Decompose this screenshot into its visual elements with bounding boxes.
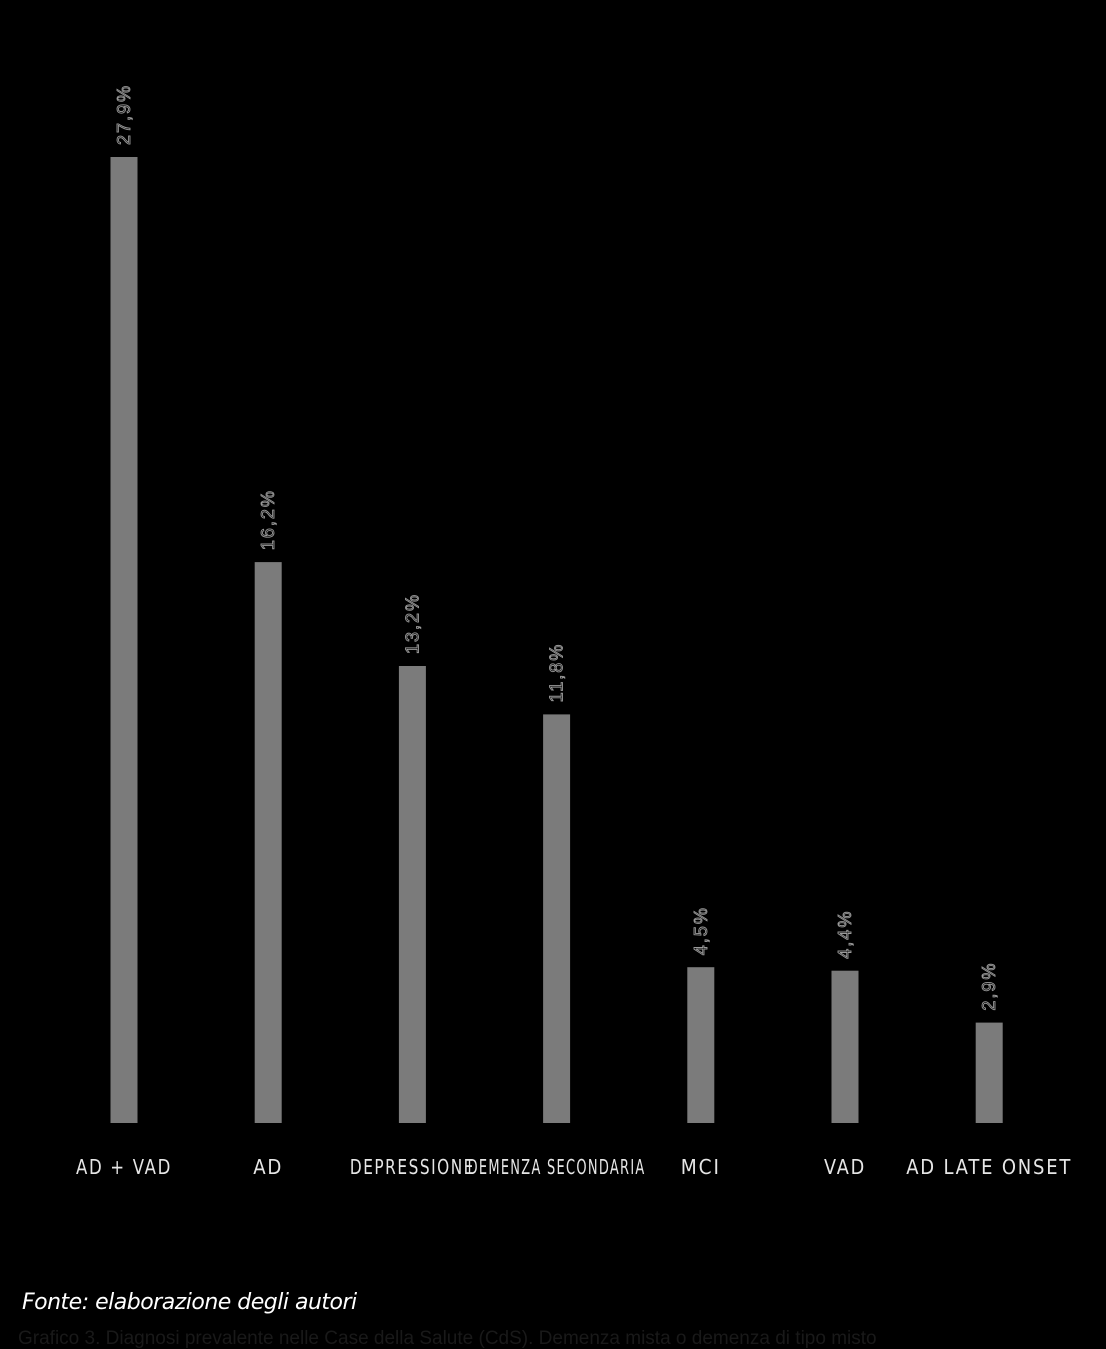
bar-value-label: 4,5% (691, 906, 711, 955)
category-label: DEMENZA SECONDARIA (468, 1155, 646, 1179)
bar (110, 157, 138, 1123)
bar-value-label: 4,4% (835, 910, 855, 959)
category-label: AD + VAD (76, 1155, 172, 1179)
category-label: DEPRESSIONE (350, 1155, 475, 1179)
bar-value-label: 16,2% (258, 489, 278, 550)
bar-value-label: 2,9% (979, 962, 999, 1011)
bar (687, 967, 715, 1123)
source-note: Fonte: elaborazione degli autori (22, 1290, 357, 1315)
bar-value-label: 11,8% (547, 643, 567, 703)
category-label: MCI (681, 1155, 721, 1179)
category-label: VAD (824, 1155, 866, 1179)
bar-value-label: 13,2% (402, 593, 422, 654)
bar (398, 666, 426, 1123)
bar (831, 970, 859, 1123)
category-label: AD (253, 1155, 283, 1179)
bar-value-label: 27,9% (114, 84, 134, 145)
category-label: AD LATE ONSET (906, 1155, 1072, 1179)
bar (543, 714, 571, 1123)
bar (254, 562, 282, 1123)
bar (975, 1022, 1003, 1123)
chart-caption: Grafico 3. Diagnosi prevalente nelle Cas… (18, 1328, 877, 1349)
bar-chart: 27,9% AD + VAD 16,2% AD 13,2% DEPRESSIONE 11,8… (76, 84, 1072, 1179)
